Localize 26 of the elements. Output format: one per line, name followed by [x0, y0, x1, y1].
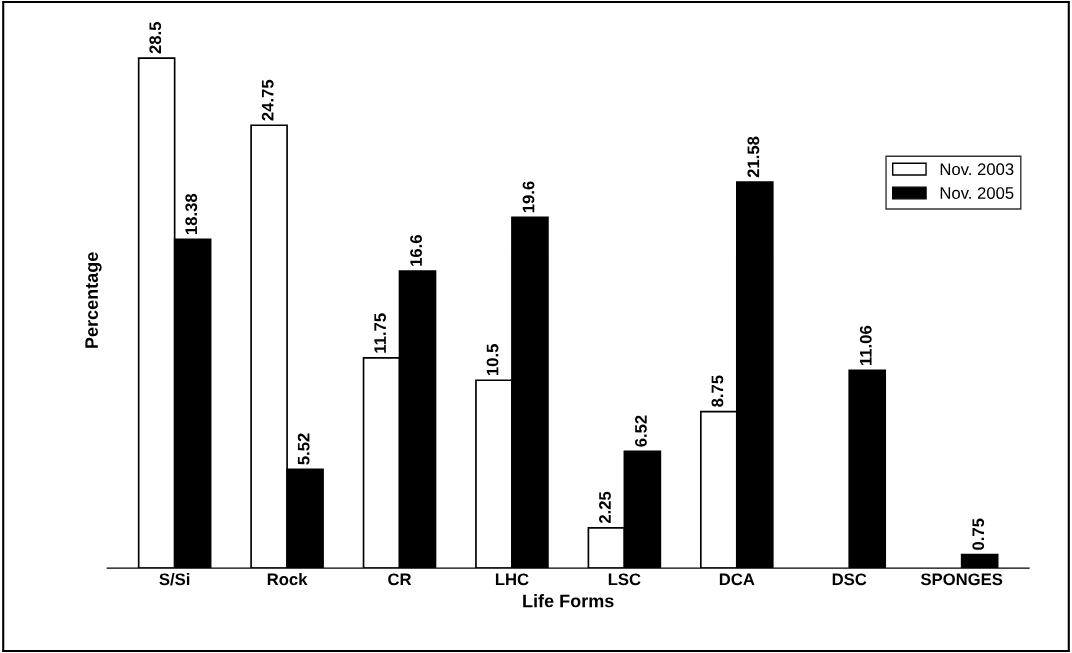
data-label: 0.75	[972, 518, 985, 550]
legend-label: Nov. 2005	[940, 187, 1014, 199]
data-label: 28.5	[149, 22, 162, 54]
data-label: 5.52	[297, 433, 310, 465]
data-label: 11.06	[859, 325, 872, 365]
data-label: 18.38	[185, 193, 198, 235]
x-tick-label: Rock	[267, 572, 308, 586]
data-label: 16.6	[410, 235, 422, 266]
data-label: 21.58	[747, 136, 760, 178]
y-axis-title: Percentage	[85, 252, 102, 348]
x-tick-label: LSC	[608, 573, 641, 586]
data-label: 11.75	[374, 313, 386, 353]
x-axis-title: Life Forms	[523, 594, 614, 608]
data-label: 10.5	[486, 344, 499, 376]
x-tick-label: DCA	[719, 573, 755, 586]
x-tick-label: S/Si	[159, 572, 190, 586]
legend-label: Nov. 2003	[940, 163, 1014, 176]
x-tick-label: DSC	[832, 573, 867, 586]
x-tick-label: CR	[388, 573, 412, 586]
data-label: 19.6	[522, 181, 535, 213]
data-label: 24.75	[261, 79, 274, 121]
data-label: 6.52	[635, 415, 647, 447]
x-tick-label: LHC	[495, 573, 529, 586]
x-tick-label: SPONGES	[920, 573, 1003, 586]
data-label: 2.25	[599, 491, 611, 524]
data-label: 8.75	[711, 375, 724, 407]
